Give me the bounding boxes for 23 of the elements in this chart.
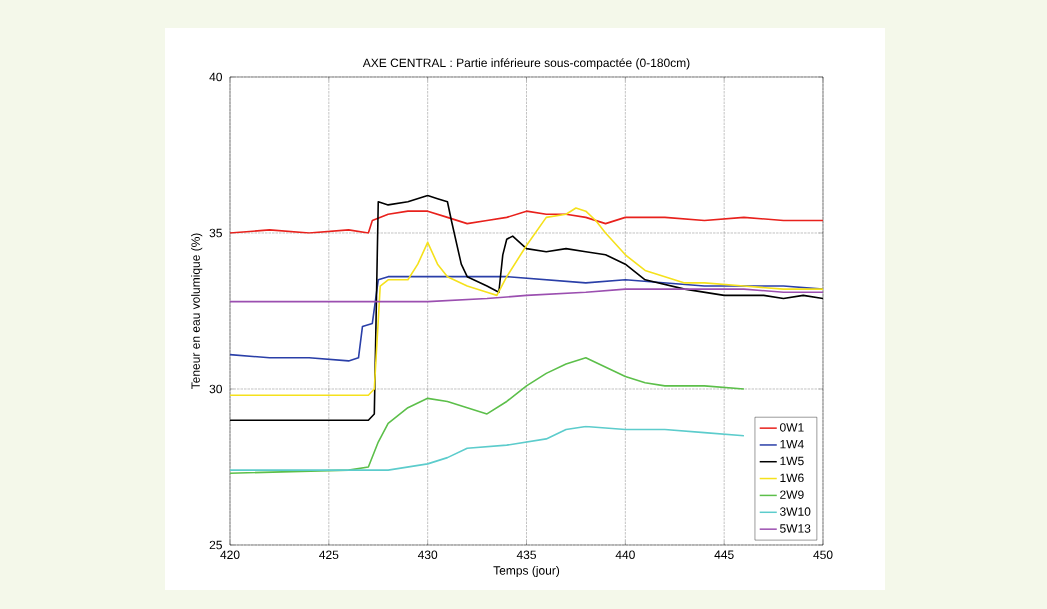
x-tick-label: 425 bbox=[319, 550, 339, 560]
x-tick-label: 430 bbox=[417, 550, 438, 560]
legend-label: 1W6 bbox=[780, 473, 804, 483]
legend-label: 1W5 bbox=[780, 456, 804, 466]
legend-label: 1W4 bbox=[780, 440, 804, 449]
y-tick-label: 40 bbox=[209, 72, 223, 82]
x-tick-label: 450 bbox=[813, 550, 833, 560]
x-tick-label: 420 bbox=[220, 550, 240, 560]
legend-label: 0W1 bbox=[780, 423, 804, 432]
chart-title: AXE CENTRAL : Partie inférieure sous-compactée (0-180cm) bbox=[362, 58, 690, 70]
y-axis-title: Teneur en eau volumique (%) bbox=[191, 233, 203, 390]
x-tick-label: 435 bbox=[516, 550, 536, 560]
y-tick-label: 25 bbox=[209, 540, 222, 550]
line-series bbox=[230, 207, 823, 397]
x-tick-label: 445 bbox=[714, 550, 734, 559]
legend-label: 5W13 bbox=[780, 524, 811, 533]
y-tick-label: 30 bbox=[209, 384, 223, 394]
x-tick-label: 440 bbox=[615, 550, 635, 560]
legend-label: 2W9 bbox=[780, 490, 804, 499]
line-series bbox=[230, 210, 823, 234]
x-axis-title: Temps (jour) bbox=[493, 565, 560, 578]
legend-label: 3W10 bbox=[779, 507, 811, 516]
y-tick-label: 35 bbox=[209, 228, 222, 238]
